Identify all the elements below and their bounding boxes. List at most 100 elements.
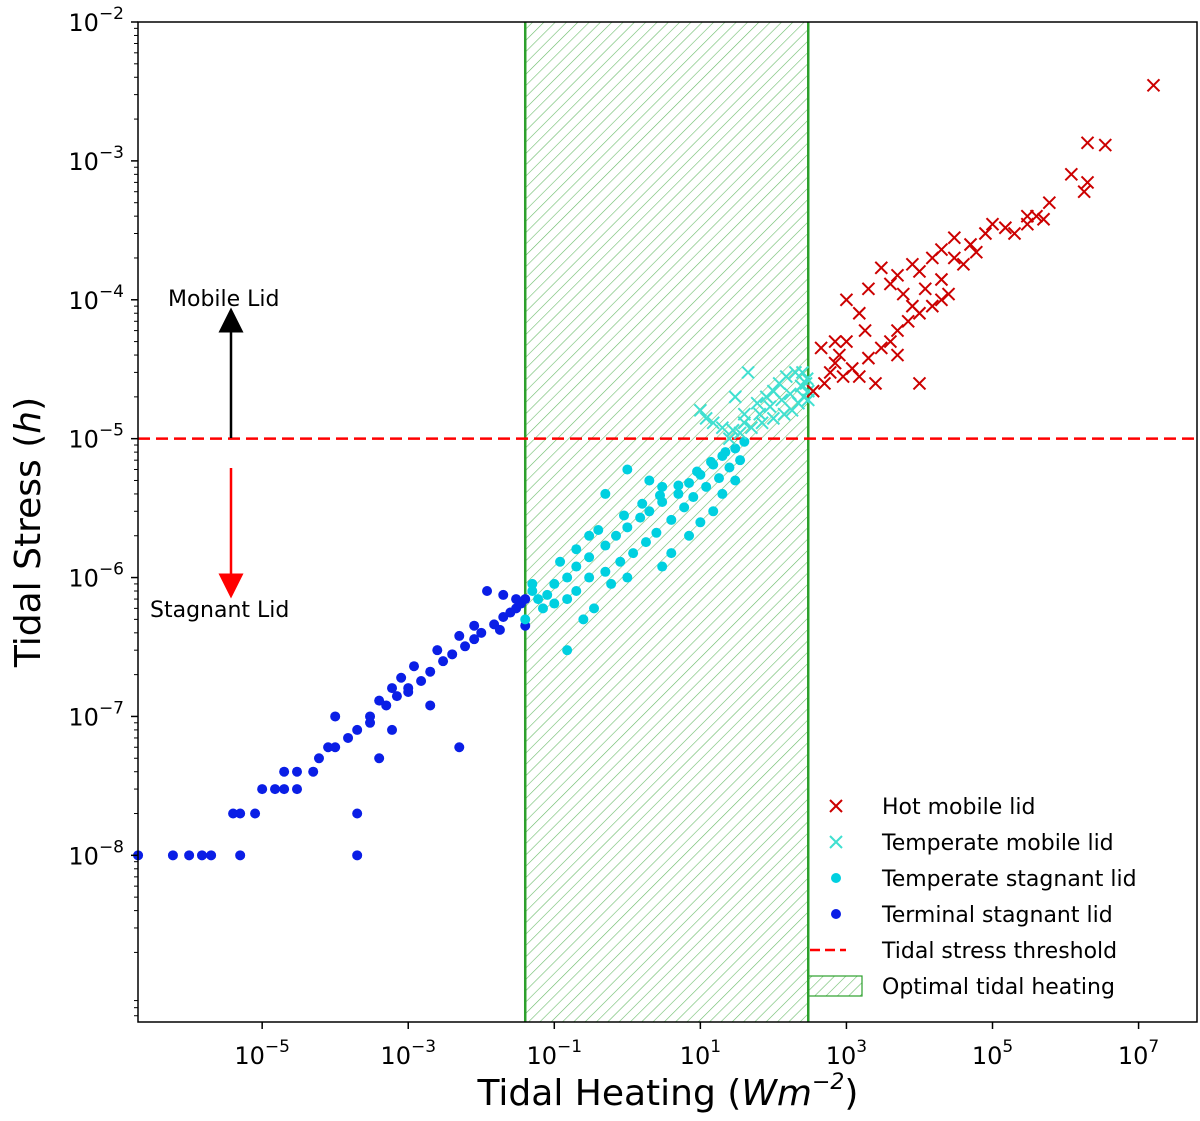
terminal-stagnant-lid-point [403,686,414,697]
temperate-stagnant-lid-point [562,572,573,583]
terminal-stagnant-lid-point [235,850,246,861]
temperate-mobile-lid-point [744,420,759,435]
hot-mobile-lid-point [868,376,883,391]
hot-mobile-lid-point [901,314,915,328]
hot-mobile-lid-point [963,237,978,252]
legend-label: Temperate mobile lid [881,831,1114,856]
legend-entry-optimal-tidal-heating: Optimal tidal heating [807,975,1115,1000]
temperate-stagnant-lid-point [688,492,699,503]
temperate-stagnant-lid-point [606,578,617,589]
terminal-stagnant-lid-point [447,649,458,660]
temperate-mobile-lid-point [726,423,740,437]
legend-marker [829,799,843,813]
hot-mobile-lid-point [969,245,984,259]
temperate-mobile-lid-point [733,426,747,440]
terminal-stagnant-lid-point [184,850,195,861]
temperate-stagnant-lid-point [527,578,538,589]
terminal-stagnant-lid-point [476,627,487,638]
terminal-stagnant-lid-point [167,850,178,861]
terminal-stagnant-lid-point [235,808,246,819]
y-tick-label: 10−6 [68,560,124,593]
terminal-stagnant-lid-point [323,742,334,753]
terminal-stagnant-lid-point [279,784,290,795]
temperate-stagnant-lid-point [527,586,538,597]
legend-marker [829,835,843,849]
terminal-stagnant-lid-point [425,666,436,677]
temperate-stagnant-lid-point [720,447,731,458]
y-tick-label: 10−2 [68,4,124,37]
temperate-stagnant-lid-point [571,544,582,555]
temperate-stagnant-lid-point [622,464,633,475]
hot-mobile-lid-point [861,282,876,296]
hot-mobile-lid-point [1036,212,1051,226]
legend-marker [831,909,841,919]
temperate-mobile-lid-point [775,393,789,407]
temperate-stagnant-lid-point [562,594,573,605]
temperate-stagnant-lid-point [584,530,595,541]
temperate-mobile-lid-point [755,416,769,430]
hot-mobile-lid-point [1080,136,1095,150]
x-axis-ticks: 10−5 10−3 10−1 101 103 105 107 [234,1022,1159,1070]
terminal-stagnant-lid-point [409,661,420,672]
x-axis-label: Tidal Heating (Wm−2) [477,1070,859,1114]
hot-mobile-lid-point [890,268,905,283]
temperate-stagnant-lid-point [549,598,560,609]
hot-mobile-lid-point [912,306,927,320]
terminal-stagnant-lid-point [416,675,427,686]
hot-mobile-lid-point [874,261,888,275]
hot-mobile-lid-point [832,348,847,362]
hot-mobile-lid-point [896,287,910,301]
temperate-mobile-lid-point [763,399,777,414]
temperate-stagnant-lid-point [666,548,677,559]
legend-marker [807,975,863,997]
hot-mobile-lid-point [839,334,854,349]
temperate-stagnant-lid-point [562,645,573,656]
stagnant-lid-annotation: Stagnant Lid [150,598,289,623]
temperate-stagnant-lid-point [679,502,690,513]
hot-mobile-lid-point [839,293,854,307]
temperate-stagnant-lid-point [735,455,746,466]
temperate-mobile-lid-point [693,403,708,418]
temperate-stagnant-lid-point [651,527,662,538]
temperate-mobile-lid-point [706,416,720,430]
temperate-stagnant-lid-point [593,524,604,535]
terminal-stagnant-lid-point [387,683,398,694]
hot-mobile-lid-point [1064,167,1079,182]
terminal-stagnant-lid-point [250,808,261,819]
hot-mobile-lid-point [861,351,876,365]
terminal-stagnant-lid-point [257,784,268,795]
temperate-stagnant-lid-point [706,456,717,467]
scatter-points [133,78,1161,861]
hot-mobile-lid-point [858,323,872,338]
temperate-mobile-lid-point [783,387,797,401]
legend-entry-temperate-stagnant-lid: Temperate stagnant lid [831,867,1137,892]
temperate-stagnant-lid-point [692,466,703,477]
temperate-stagnant-lid-point [571,586,582,597]
hot-mobile-lid-point [998,221,1013,235]
hot-mobile-lid-point [918,282,932,296]
hot-mobile-lid-point [883,334,898,349]
terminal-stagnant-lid-point [520,594,531,605]
legend-marker [831,873,841,883]
hot-mobile-lid-point [1080,175,1095,190]
temperate-stagnant-lid-point [628,548,639,559]
hot-mobile-lid-point [1146,78,1161,93]
y-tick-label: 10−7 [68,698,124,731]
terminal-stagnant-lid-point [279,766,290,777]
temperate-stagnant-lid-point [618,510,629,521]
temperate-mobile-lid-point [715,420,730,435]
x-tick-label: 103 [826,1037,867,1070]
terminal-stagnant-lid-point [498,589,509,600]
terminal-stagnant-lid-point [292,784,303,795]
terminal-stagnant-lid-point [352,808,363,819]
hot-mobile-lid-point [956,257,971,272]
legend-label: Terminal stagnant lid [881,903,1113,928]
temperate-stagnant-lid-point [708,506,719,517]
legend: Hot mobile lid Temperate mobile lid Temper… [807,795,1137,1000]
temperate-stagnant-lid-point [695,517,706,528]
temperate-stagnant-lid-point [730,443,741,454]
terminal-stagnant-lid-point [308,766,319,777]
hot-mobile-lid-point [852,369,867,384]
temperate-stagnant-lid-point [644,475,655,486]
